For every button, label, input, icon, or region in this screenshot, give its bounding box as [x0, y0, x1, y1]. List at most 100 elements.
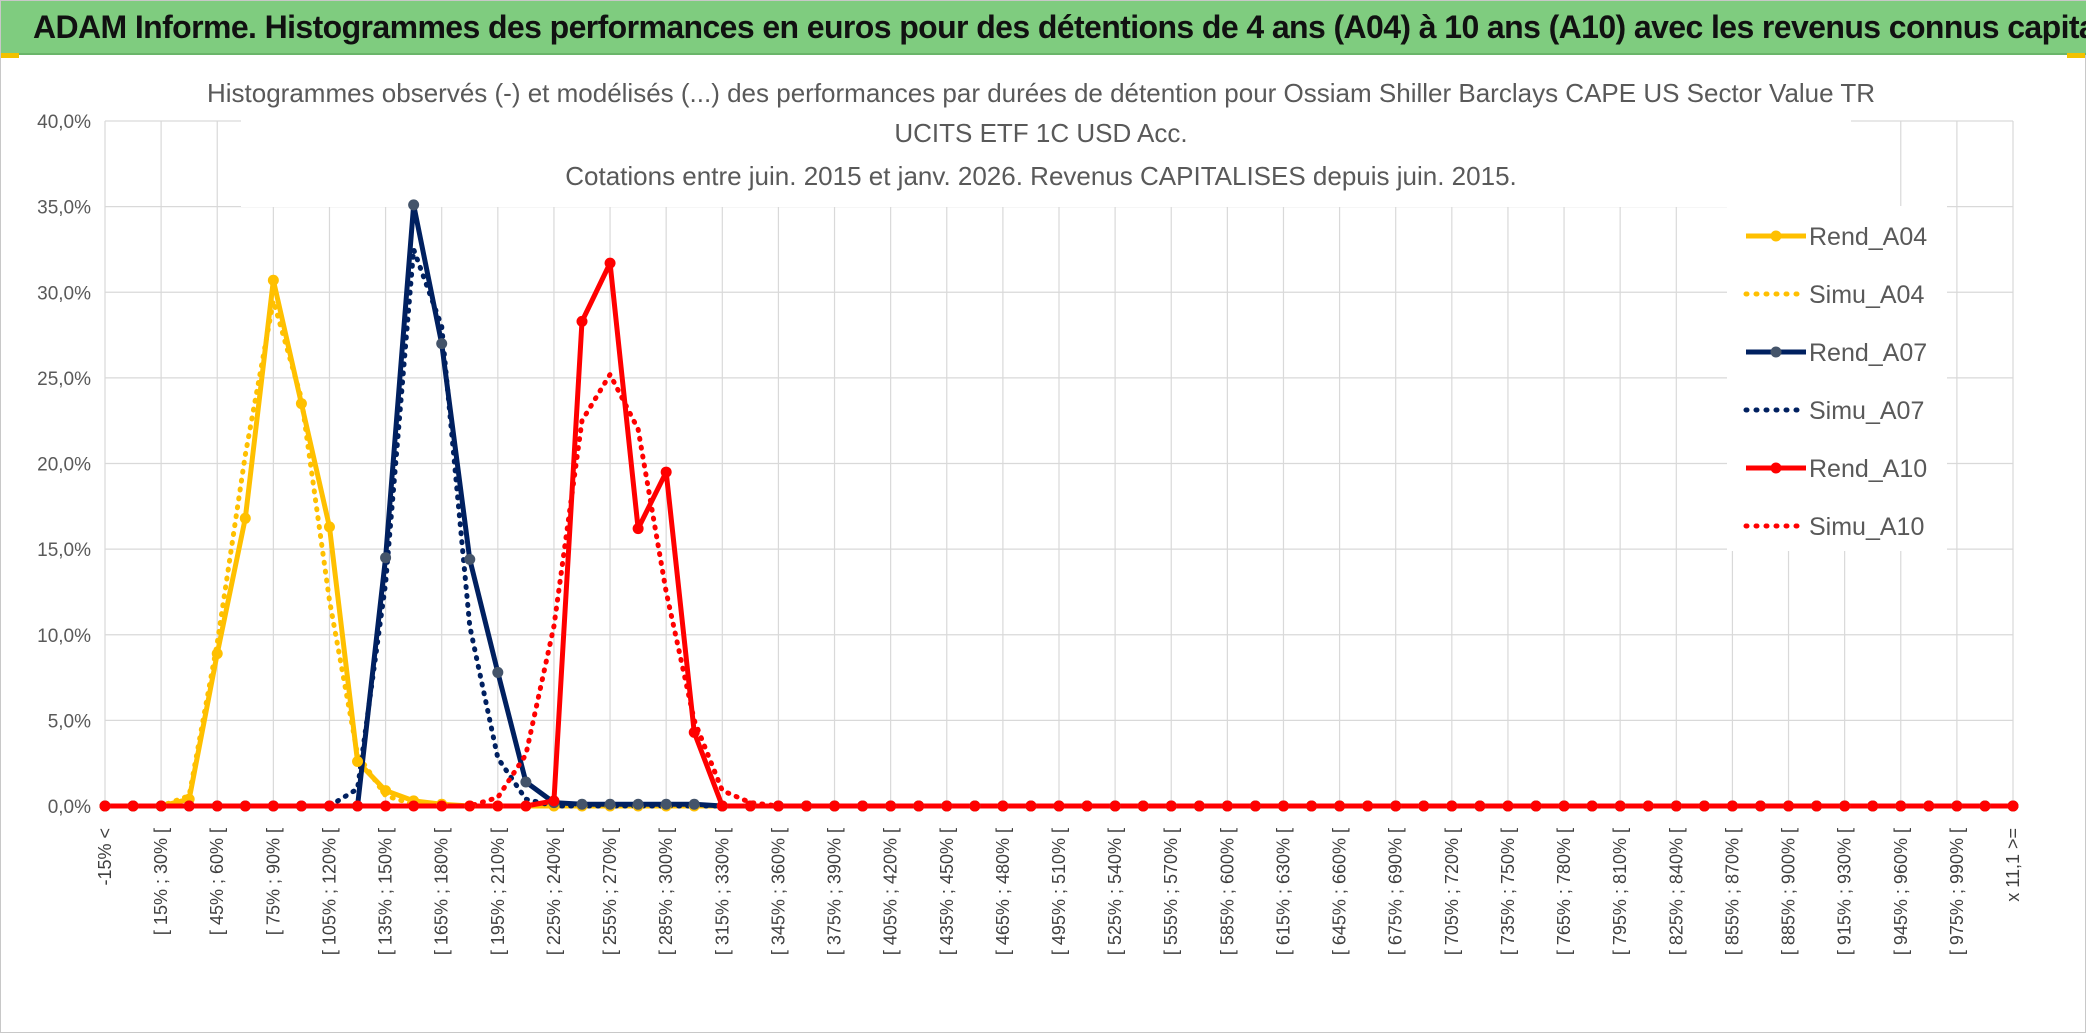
data-point-Rend_A10 — [1446, 800, 1458, 812]
data-point-Rend_A04 — [295, 398, 307, 410]
x-tick-label: [ 855% ; 870% [ — [1722, 828, 1742, 955]
data-point-Rend_A10 — [885, 800, 897, 812]
y-tick-label: 35,0% — [37, 198, 91, 219]
x-tick-label: [ 915% ; 930% [ — [1835, 828, 1855, 955]
legend-background — [1727, 206, 1947, 551]
x-tick-label: [ 45% ; 60% [ — [207, 828, 227, 935]
y-tick-label: 0,0% — [48, 797, 91, 818]
x-tick-label: [ 795% ; 810% [ — [1610, 828, 1630, 955]
data-point-Rend_A10 — [1867, 800, 1879, 812]
data-point-Rend_A10 — [1839, 800, 1851, 812]
data-point-Rend_A10 — [1081, 800, 1093, 812]
x-tick-label: [ 255% ; 270% [ — [600, 828, 620, 955]
x-tick-label: [ 105% ; 120% [ — [319, 828, 339, 955]
x-tick-label: [ 375% ; 390% [ — [825, 828, 845, 955]
data-point-Rend_A10 — [688, 726, 700, 738]
x-tick-label: [ 435% ; 450% [ — [937, 828, 957, 955]
legend-label-Simu_A07: Simu_A07 — [1809, 397, 1924, 425]
data-point-Rend_A10 — [1979, 800, 1991, 812]
legend-label-Simu_A10: Simu_A10 — [1809, 513, 1924, 541]
data-point-Rend_A10 — [1165, 800, 1177, 812]
data-point-Rend_A10 — [1811, 800, 1823, 812]
data-point-Rend_A10 — [1306, 800, 1318, 812]
data-point-Rend_A10 — [716, 800, 728, 812]
x-tick-label: [ 645% ; 660% [ — [1330, 828, 1350, 955]
data-point-Rend_A10 — [1249, 800, 1261, 812]
data-point-Rend_A10 — [1754, 800, 1766, 812]
x-tick-label: [ 15% ; 30% [ — [151, 828, 171, 935]
x-tick-label: [ 165% ; 180% [ — [432, 828, 452, 955]
data-point-Rend_A10 — [1726, 800, 1738, 812]
y-tick-label: 20,0% — [37, 455, 91, 476]
x-tick-label: [ 135% ; 150% [ — [376, 828, 396, 955]
data-point-Rend_A10 — [576, 315, 588, 327]
data-point-Rend_A10 — [1137, 800, 1149, 812]
x-tick-label: [ 585% ; 600% [ — [1217, 828, 1237, 955]
report-banner: ADAM Informe. Histogrammes des performan… — [1, 1, 2086, 55]
data-point-Rend_A10 — [380, 800, 392, 812]
data-point-Rend_A10 — [1193, 800, 1205, 812]
data-point-Rend_A10 — [99, 800, 111, 812]
data-point-Rend_A04 — [323, 521, 335, 533]
data-point-Rend_A10 — [1053, 800, 1065, 812]
x-tick-label: [ 975% ; 990% [ — [1947, 828, 1967, 955]
chart-title-line: Cotations entre juin. 2015 et janv. 2026… — [565, 161, 1517, 191]
legend-marker-Rend_A07 — [1770, 346, 1782, 358]
data-point-Rend_A10 — [1698, 800, 1710, 812]
data-point-Rend_A10 — [772, 800, 784, 812]
data-point-Rend_A10 — [295, 800, 307, 812]
data-point-Rend_A10 — [1221, 800, 1233, 812]
data-point-Rend_A10 — [1277, 800, 1289, 812]
x-tick-label: [ 735% ; 750% [ — [1498, 828, 1518, 955]
data-point-Rend_A10 — [1418, 800, 1430, 812]
data-point-Rend_A10 — [239, 800, 251, 812]
data-point-Rend_A04 — [380, 785, 392, 797]
data-point-Rend_A10 — [632, 523, 644, 535]
x-tick-label: [ 285% ; 300% [ — [656, 828, 676, 955]
x-tick-label: [ 945% ; 960% [ — [1891, 828, 1911, 955]
y-tick-label: 30,0% — [37, 283, 91, 304]
data-point-Rend_A07 — [464, 553, 476, 565]
data-point-Rend_A04 — [211, 648, 223, 660]
data-point-Rend_A10 — [2007, 800, 2019, 812]
x-tick-label: [ 765% ; 780% [ — [1554, 828, 1574, 955]
legend-label-Simu_A04: Simu_A04 — [1809, 281, 1924, 309]
x-tick-label: [ 705% ; 720% [ — [1442, 828, 1462, 955]
data-point-Rend_A10 — [548, 795, 560, 807]
y-tick-label: 10,0% — [37, 626, 91, 647]
data-point-Rend_A07 — [492, 666, 504, 678]
data-point-Rend_A07 — [408, 199, 420, 211]
data-point-Rend_A10 — [211, 800, 223, 812]
x-tick-label: [ 225% ; 240% [ — [544, 828, 564, 955]
data-point-Rend_A10 — [1530, 800, 1542, 812]
x-tick-label: [ 465% ; 480% [ — [993, 828, 1013, 955]
x-tick-label: [ 315% ; 330% [ — [712, 828, 732, 955]
x-tick-label: [ 495% ; 510% [ — [1049, 828, 1069, 955]
data-point-Rend_A10 — [323, 800, 335, 812]
x-tick-label: [ 525% ; 540% [ — [1105, 828, 1125, 955]
data-point-Rend_A10 — [1614, 800, 1626, 812]
chart-title-line: Histogrammes observés (-) et modélisés (… — [207, 78, 1875, 108]
data-point-Rend_A07 — [604, 798, 616, 810]
chart-title-line: UCITS ETF 1C USD Acc. — [894, 118, 1187, 148]
data-point-Rend_A07 — [632, 798, 644, 810]
data-point-Rend_A10 — [829, 800, 841, 812]
y-tick-label: 40,0% — [37, 112, 91, 133]
data-point-Rend_A04 — [239, 512, 251, 524]
report-title: ADAM Informe. Histogrammes des performan… — [33, 9, 2086, 45]
x-tick-label: [ 555% ; 570% [ — [1161, 828, 1181, 955]
data-point-Rend_A07 — [688, 798, 700, 810]
data-point-Rend_A10 — [1923, 800, 1935, 812]
x-tick-label: [ 345% ; 360% [ — [768, 828, 788, 955]
data-point-Rend_A10 — [744, 800, 756, 812]
data-point-Rend_A10 — [1334, 800, 1346, 812]
y-tick-label: 5,0% — [48, 711, 91, 732]
x-tick-label: [ 405% ; 420% [ — [881, 828, 901, 955]
data-point-Rend_A10 — [1895, 800, 1907, 812]
legend-label-Rend_A04: Rend_A04 — [1809, 223, 1927, 251]
legend-marker-Rend_A10 — [1770, 462, 1782, 474]
x-tick-label: [ 825% ; 840% [ — [1666, 828, 1686, 955]
data-point-Rend_A10 — [1951, 800, 1963, 812]
